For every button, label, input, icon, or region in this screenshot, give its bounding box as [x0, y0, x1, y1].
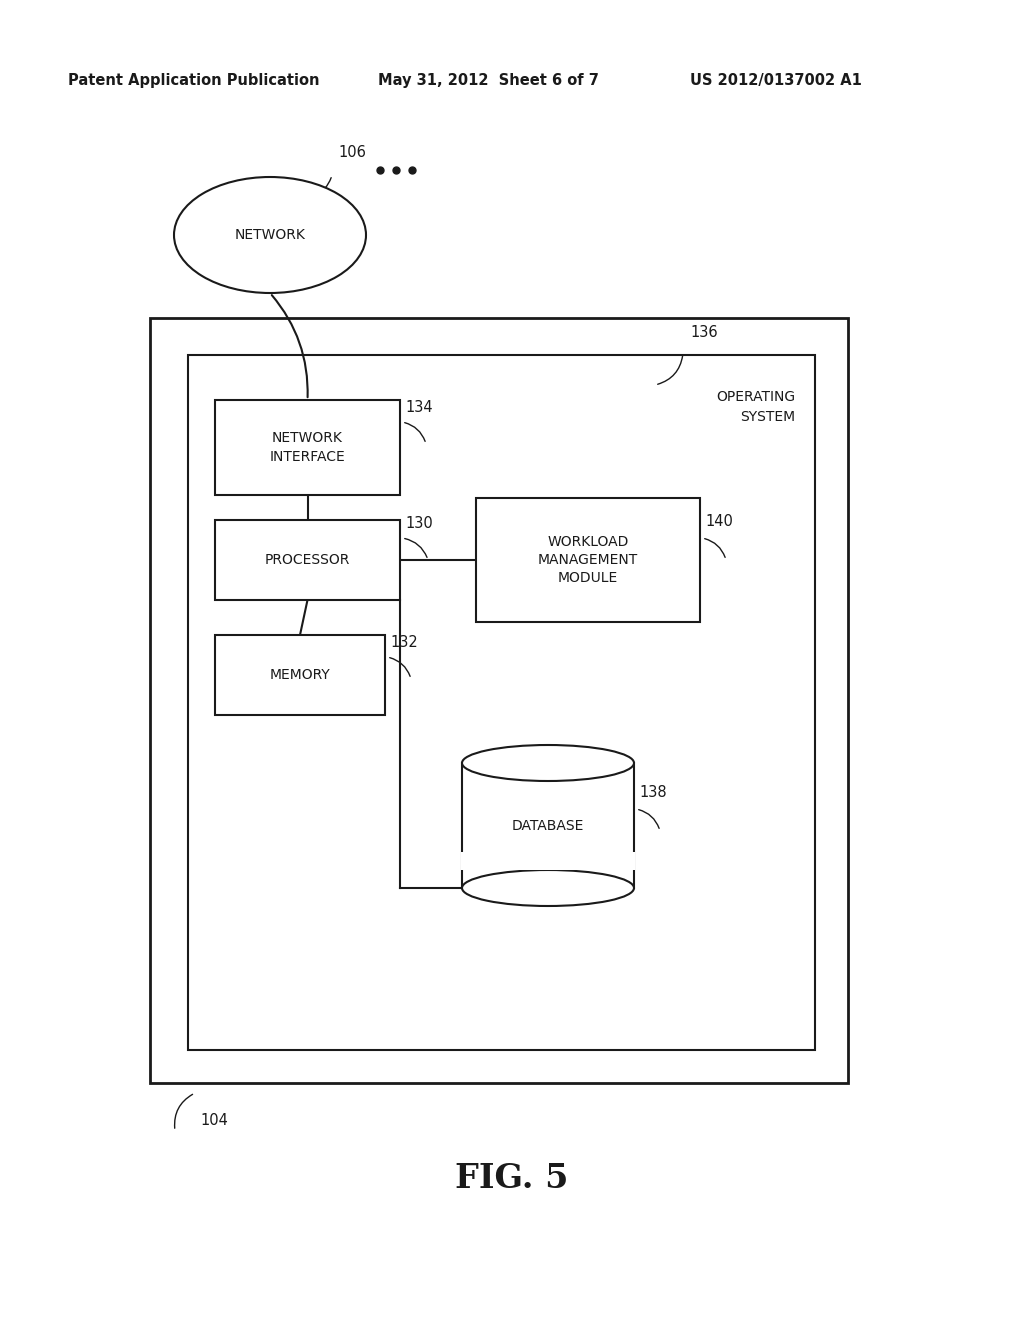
Text: 106: 106 [338, 145, 366, 160]
Bar [215, 520, 400, 601]
Bar [462, 763, 634, 888]
Bar [215, 400, 400, 495]
Bar [188, 355, 815, 1049]
Text: PROCESSOR: PROCESSOR [265, 553, 350, 568]
Bar [215, 635, 385, 715]
Text: OPERATING
SYSTEM: OPERATING SYSTEM [716, 391, 795, 424]
Bar [461, 851, 635, 870]
Text: NETWORK: NETWORK [234, 228, 305, 242]
Bar [150, 318, 848, 1082]
Text: May 31, 2012  Sheet 6 of 7: May 31, 2012 Sheet 6 of 7 [378, 73, 599, 87]
Text: 134: 134 [406, 400, 432, 414]
Bar [476, 498, 700, 622]
Ellipse shape [462, 870, 634, 906]
Text: 130: 130 [406, 516, 433, 531]
Ellipse shape [462, 744, 634, 781]
Text: DATABASE: DATABASE [512, 818, 584, 833]
Text: Patent Application Publication: Patent Application Publication [68, 73, 319, 87]
Text: NETWORK
INTERFACE: NETWORK INTERFACE [269, 432, 345, 463]
Text: 132: 132 [390, 635, 418, 649]
Text: MEMORY: MEMORY [269, 668, 331, 682]
Text: US 2012/0137002 A1: US 2012/0137002 A1 [690, 73, 862, 87]
Ellipse shape [174, 177, 366, 293]
Text: FIG. 5: FIG. 5 [456, 1162, 568, 1195]
Text: WORKLOAD
MANAGEMENT
MODULE: WORKLOAD MANAGEMENT MODULE [538, 535, 638, 585]
Text: 138: 138 [639, 785, 667, 800]
Text: 104: 104 [200, 1113, 228, 1129]
Text: 140: 140 [705, 513, 733, 529]
Text: 136: 136 [690, 325, 718, 341]
